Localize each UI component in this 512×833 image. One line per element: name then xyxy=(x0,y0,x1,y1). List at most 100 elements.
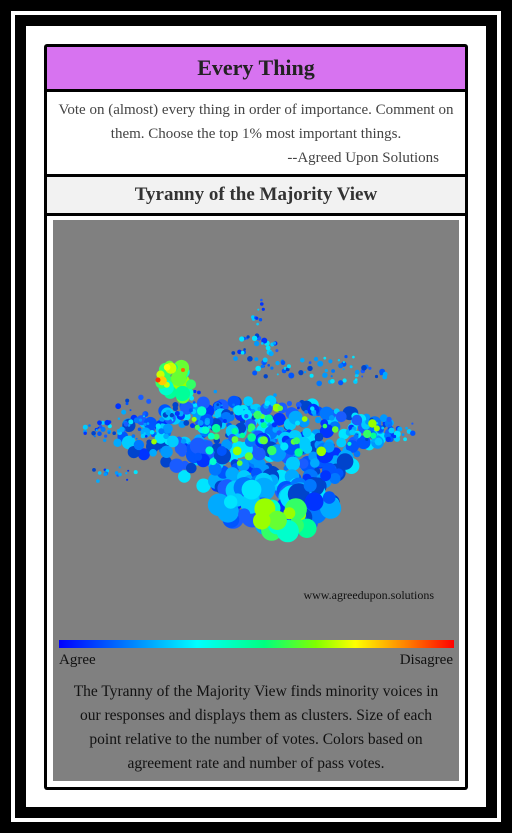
cluster-point[interactable] xyxy=(88,424,91,427)
cluster-point[interactable] xyxy=(397,426,403,432)
cluster-point[interactable] xyxy=(294,448,303,457)
cluster-point[interactable] xyxy=(264,400,271,407)
cluster-point[interactable] xyxy=(283,507,296,520)
cluster-point[interactable] xyxy=(307,365,313,372)
cluster-point[interactable] xyxy=(304,492,324,512)
cluster-point[interactable] xyxy=(303,479,317,492)
cluster-point[interactable] xyxy=(260,422,267,429)
cluster-point[interactable] xyxy=(368,419,377,428)
cluster-point[interactable] xyxy=(320,497,342,519)
cluster-point[interactable] xyxy=(349,365,353,369)
cluster-point[interactable] xyxy=(138,418,143,422)
cluster-point[interactable] xyxy=(260,298,263,302)
cluster-point[interactable] xyxy=(273,393,277,397)
cluster-point[interactable] xyxy=(186,379,196,390)
cluster-point[interactable] xyxy=(125,402,129,406)
cluster-point[interactable] xyxy=(231,427,238,435)
cluster-point[interactable] xyxy=(128,419,134,425)
cluster-point[interactable] xyxy=(100,420,105,425)
cluster-point[interactable] xyxy=(143,415,145,418)
cluster-point[interactable] xyxy=(342,361,345,364)
cluster-point[interactable] xyxy=(275,349,279,353)
cluster-point[interactable] xyxy=(261,342,264,345)
cluster-point[interactable] xyxy=(154,431,167,444)
cluster-point[interactable] xyxy=(243,396,254,406)
cluster-point[interactable] xyxy=(194,424,200,430)
cluster-point[interactable] xyxy=(255,365,261,372)
cluster-point[interactable] xyxy=(227,395,241,409)
cluster-point[interactable] xyxy=(193,389,197,394)
cluster-point[interactable] xyxy=(270,366,274,370)
cluster-point[interactable] xyxy=(337,359,341,362)
cluster-point[interactable] xyxy=(368,366,372,370)
cluster-point[interactable] xyxy=(302,427,312,438)
cluster-point[interactable] xyxy=(169,458,184,473)
cluster-point[interactable] xyxy=(261,307,265,311)
cluster-point[interactable] xyxy=(252,447,266,461)
cluster-point[interactable] xyxy=(226,413,235,422)
cluster-point[interactable] xyxy=(158,428,165,435)
cluster-point[interactable] xyxy=(208,462,222,476)
cluster-point[interactable] xyxy=(243,348,246,351)
cluster-point[interactable] xyxy=(117,417,121,420)
cluster-point[interactable] xyxy=(288,372,295,379)
cluster-point[interactable] xyxy=(316,380,323,387)
cluster-point[interactable] xyxy=(344,355,348,359)
cluster-point[interactable] xyxy=(267,510,287,530)
cluster-point[interactable] xyxy=(314,432,324,442)
cluster-point[interactable] xyxy=(121,435,136,450)
cluster-point[interactable] xyxy=(129,409,132,412)
cluster-point[interactable] xyxy=(163,364,171,371)
cluster-point[interactable] xyxy=(209,458,217,466)
cluster-point[interactable] xyxy=(169,419,172,422)
cluster-point[interactable] xyxy=(353,450,361,458)
cluster-point[interactable] xyxy=(239,336,245,342)
cluster-point[interactable] xyxy=(189,437,207,454)
cluster-point[interactable] xyxy=(137,448,150,461)
cluster-point[interactable] xyxy=(392,434,397,439)
cluster-point[interactable] xyxy=(403,437,407,442)
cluster-point[interactable] xyxy=(193,403,198,408)
cluster-point[interactable] xyxy=(118,472,122,477)
cluster-point[interactable] xyxy=(353,434,359,440)
cluster-point[interactable] xyxy=(285,456,300,471)
cluster-point[interactable] xyxy=(254,357,259,362)
cluster-point[interactable] xyxy=(211,423,221,433)
cluster-point[interactable] xyxy=(328,359,333,364)
cluster-point[interactable] xyxy=(322,372,328,378)
cluster-point[interactable] xyxy=(260,302,264,306)
cluster-point[interactable] xyxy=(263,374,268,379)
cluster-point[interactable] xyxy=(107,431,111,434)
cluster-point[interactable] xyxy=(331,369,335,373)
cluster-point[interactable] xyxy=(119,426,125,432)
cluster-point[interactable] xyxy=(232,446,242,456)
cluster-point[interactable] xyxy=(309,373,314,378)
cluster-point[interactable] xyxy=(126,478,129,481)
cluster-point[interactable] xyxy=(207,432,215,440)
cluster-point[interactable] xyxy=(354,369,360,375)
cluster-point[interactable] xyxy=(212,414,216,417)
cluster-point[interactable] xyxy=(133,417,140,424)
cluster-point[interactable] xyxy=(143,432,146,435)
cluster-point[interactable] xyxy=(188,408,193,413)
cluster-point[interactable] xyxy=(329,415,335,421)
cluster-point[interactable] xyxy=(354,378,358,381)
cluster-point[interactable] xyxy=(174,385,191,402)
cluster-point[interactable] xyxy=(261,337,268,344)
cluster-point[interactable] xyxy=(405,426,408,430)
cluster-point[interactable] xyxy=(155,377,161,383)
cluster-point[interactable] xyxy=(286,400,292,407)
cluster-point[interactable] xyxy=(103,472,108,476)
cluster-point[interactable] xyxy=(97,426,100,429)
cluster-point[interactable] xyxy=(267,364,270,367)
cluster-point[interactable] xyxy=(133,439,145,451)
cluster-point[interactable] xyxy=(205,446,214,455)
cluster-point[interactable] xyxy=(388,427,395,434)
cluster-point[interactable] xyxy=(304,371,307,374)
cluster-point[interactable] xyxy=(93,435,96,438)
cluster-point[interactable] xyxy=(336,453,354,470)
cluster-point[interactable] xyxy=(207,425,212,429)
cluster-point[interactable] xyxy=(160,445,173,458)
cluster-point[interactable] xyxy=(300,357,305,363)
cluster-point[interactable] xyxy=(133,470,138,475)
